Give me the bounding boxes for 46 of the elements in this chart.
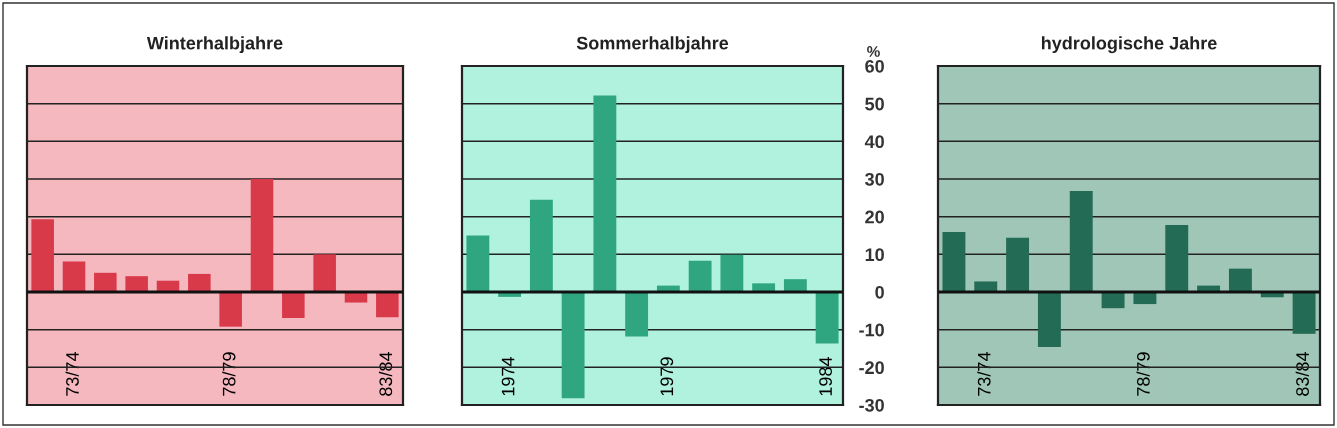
bar bbox=[1037, 292, 1061, 347]
bar bbox=[1292, 292, 1316, 334]
bar bbox=[466, 235, 490, 292]
y-tick-label: 40 bbox=[864, 135, 884, 149]
bar bbox=[720, 254, 744, 292]
y-tick-label: 0 bbox=[875, 285, 884, 299]
bar bbox=[250, 179, 274, 292]
x-tick-label: 83/84 bbox=[378, 352, 393, 396]
bar bbox=[31, 219, 54, 292]
y-tick-label: 10 bbox=[865, 248, 884, 262]
y-tick-label: 50 bbox=[865, 97, 884, 111]
x-tick-label: 73/74 bbox=[65, 352, 79, 396]
bar bbox=[62, 261, 86, 292]
bar bbox=[561, 292, 585, 399]
y-axis-title: % bbox=[867, 46, 880, 57]
bar bbox=[688, 260, 712, 292]
x-tick-label: 73/74 bbox=[977, 352, 991, 396]
bar bbox=[529, 199, 553, 292]
y-tick-label: 60 bbox=[865, 59, 884, 73]
y-tick-label: -10 bbox=[859, 323, 884, 337]
y-tick-label: -30 bbox=[859, 398, 884, 412]
bar bbox=[815, 292, 839, 344]
bar bbox=[593, 95, 617, 292]
bar bbox=[625, 292, 649, 337]
bar bbox=[1165, 224, 1189, 292]
bar bbox=[376, 292, 399, 318]
x-tick-label: 83/84 bbox=[1295, 352, 1309, 396]
bar bbox=[94, 272, 117, 292]
x-tick-label: 1979 bbox=[660, 357, 674, 396]
y-tick-label: -20 bbox=[859, 361, 884, 375]
x-tick-label: 78/79 bbox=[222, 352, 236, 396]
bar bbox=[942, 232, 966, 292]
chart-title: Winterhalbjahre bbox=[146, 36, 283, 54]
bar bbox=[1228, 268, 1252, 292]
bar bbox=[1006, 237, 1030, 292]
bar bbox=[1069, 191, 1093, 292]
x-tick-label: 1974 bbox=[501, 357, 515, 396]
bar bbox=[282, 292, 305, 318]
chart-title: Sommerhalbjahre bbox=[576, 36, 729, 54]
chart-title: hydrologische Jahre bbox=[1041, 36, 1217, 54]
x-tick-label: 78/79 bbox=[1136, 352, 1150, 396]
y-tick-label: 30 bbox=[865, 172, 884, 186]
bar bbox=[313, 254, 336, 292]
bar bbox=[219, 292, 242, 327]
y-tick-label: 20 bbox=[865, 210, 884, 224]
x-tick-label: 1984 bbox=[819, 357, 832, 396]
